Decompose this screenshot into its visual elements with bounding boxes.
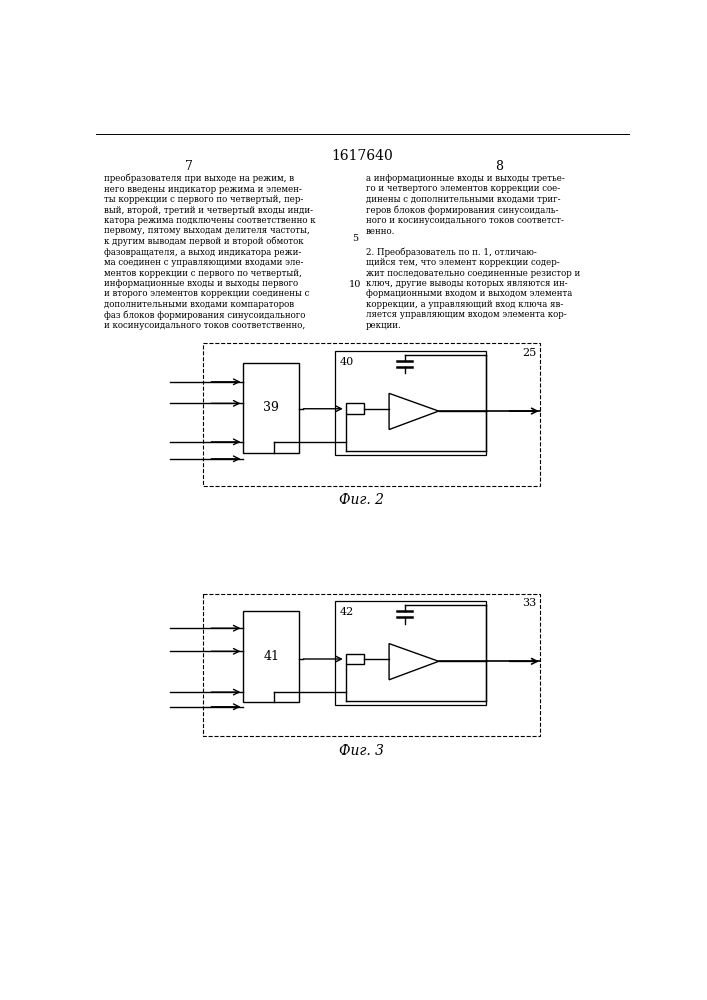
Polygon shape (389, 644, 438, 680)
Text: 8: 8 (495, 160, 503, 173)
Text: 33: 33 (522, 598, 537, 608)
Text: Фиг. 3: Фиг. 3 (339, 744, 385, 758)
Text: 39: 39 (263, 401, 279, 414)
Text: Фиг. 2: Фиг. 2 (339, 493, 385, 507)
Bar (203, 343, 540, 486)
Text: 5: 5 (352, 234, 358, 243)
Bar (243, 611, 299, 702)
Text: преобразователя при выходе на режим, в
него введены индикатор режима и элемен-
т: преобразователя при выходе на режим, в н… (104, 174, 315, 330)
Bar (243, 363, 299, 453)
Polygon shape (389, 393, 438, 430)
Text: 7: 7 (185, 160, 193, 173)
Text: 10: 10 (349, 280, 361, 289)
Bar (335, 351, 486, 455)
Bar (346, 654, 364, 664)
Text: 25: 25 (522, 348, 537, 358)
Bar (346, 403, 364, 414)
Text: 40: 40 (339, 357, 354, 367)
Text: 42: 42 (339, 607, 354, 617)
Bar (335, 601, 486, 705)
Text: 41: 41 (263, 650, 279, 663)
Text: 1617640: 1617640 (331, 149, 393, 163)
Bar (203, 594, 540, 736)
Text: а информационные входы и выходы третье-
го и четвертого элементов коррекции сое-: а информационные входы и выходы третье- … (366, 174, 580, 330)
